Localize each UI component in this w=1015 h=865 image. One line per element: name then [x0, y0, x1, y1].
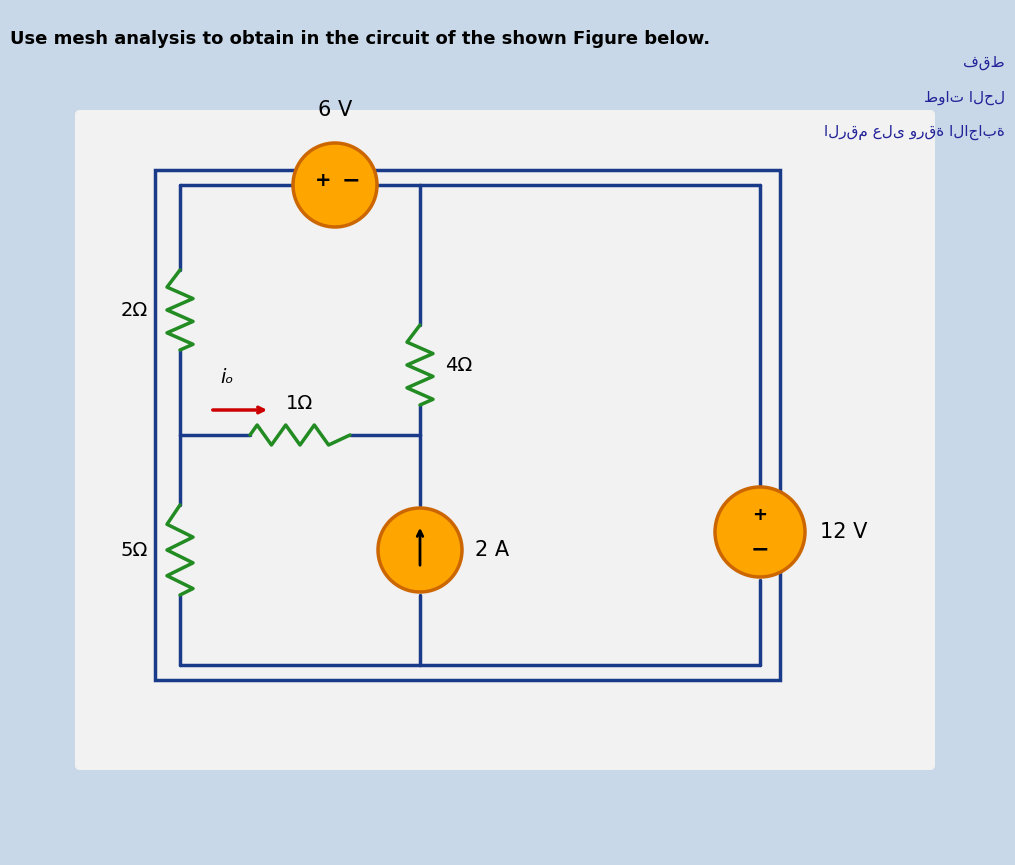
Text: 6 V: 6 V: [318, 100, 352, 120]
Circle shape: [715, 487, 805, 577]
FancyBboxPatch shape: [75, 110, 935, 770]
Text: فقط: فقط: [963, 55, 1005, 70]
Text: 1Ω: 1Ω: [286, 394, 314, 413]
Text: 12 V: 12 V: [820, 522, 868, 542]
Text: Use mesh analysis to obtain in the circuit of the shown Figure below.: Use mesh analysis to obtain in the circu…: [10, 30, 710, 48]
Text: طوات الحل: طوات الحل: [924, 90, 1005, 105]
Text: 5Ω: 5Ω: [121, 541, 148, 560]
Circle shape: [293, 143, 377, 227]
Text: +: +: [752, 506, 767, 524]
Text: 4Ω: 4Ω: [445, 356, 472, 375]
Text: الرقم على ورقة الاجابة: الرقم على ورقة الاجابة: [824, 125, 1005, 140]
Text: −: −: [751, 539, 769, 559]
Text: 2 A: 2 A: [475, 540, 510, 560]
Text: −: −: [342, 170, 360, 190]
Text: +: +: [315, 170, 331, 189]
Circle shape: [378, 508, 462, 592]
Text: iₒ: iₒ: [220, 368, 233, 387]
Text: 2Ω: 2Ω: [121, 300, 148, 319]
